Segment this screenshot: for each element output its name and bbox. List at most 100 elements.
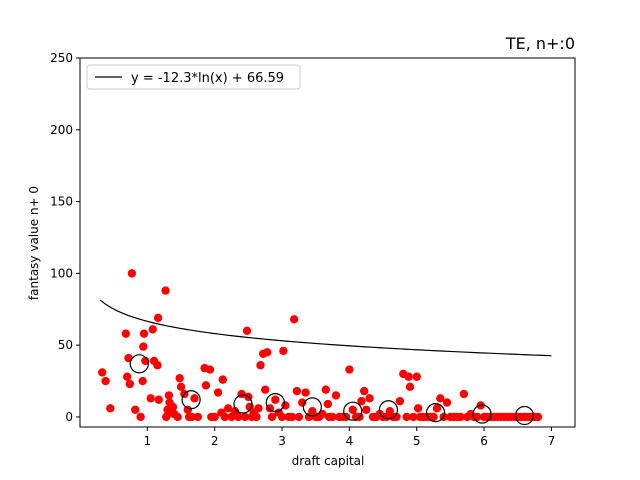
data-point: [125, 379, 135, 389]
data-point: [210, 412, 219, 422]
data-point: [277, 412, 287, 422]
data-point: [106, 404, 115, 413]
data-point: [139, 342, 148, 351]
data-point: [279, 346, 288, 356]
data-point: [402, 412, 411, 422]
y-tick-label: 150: [50, 195, 73, 209]
bin-mean-marker: [378, 400, 399, 420]
x-tick-label: 5: [413, 434, 421, 448]
x-axis-label: draft capital: [292, 454, 365, 468]
y-tick-label: 100: [50, 266, 73, 280]
data-point: [161, 286, 170, 295]
data-point: [442, 398, 452, 407]
legend-label: y = -12.3*ln(x) + 66.59: [131, 71, 284, 86]
data-point: [218, 375, 227, 384]
data-point: [138, 376, 147, 386]
data-point: [301, 388, 310, 397]
data-point: [360, 386, 369, 396]
data-point: [139, 329, 149, 338]
data-point: [294, 412, 304, 422]
data-point: [136, 412, 145, 422]
x-tick-label: 6: [480, 434, 488, 448]
data-point: [252, 412, 261, 422]
data-point: [256, 361, 265, 370]
bin-mean-marker: [265, 392, 285, 413]
data-point: [292, 386, 302, 396]
fit-line: [99, 299, 552, 357]
data-point: [321, 385, 331, 394]
data-point: [146, 394, 155, 403]
data-point: [164, 391, 174, 400]
chart-title: TE, n+:0: [505, 34, 575, 53]
data-point: [187, 412, 196, 422]
data-point: [242, 326, 252, 336]
data-point: [365, 394, 374, 403]
data-point: [168, 402, 178, 412]
data-point: [175, 373, 184, 383]
data-point: [183, 405, 192, 414]
data-point: [298, 398, 307, 407]
x-tick-label: 4: [346, 434, 354, 448]
data-point: [267, 412, 277, 422]
data-point: [533, 412, 543, 422]
data-point: [436, 394, 445, 403]
data-point: [153, 361, 162, 370]
data-point: [459, 389, 469, 399]
data-point: [131, 405, 140, 414]
data-point: [287, 412, 297, 422]
bin-mean-marker: [472, 404, 492, 424]
data-point: [263, 348, 272, 357]
bin-mean-marker: [514, 405, 535, 426]
data-point: [429, 412, 438, 422]
data-point: [261, 385, 270, 394]
data-point: [413, 404, 423, 413]
data-point: [331, 391, 341, 400]
data-point: [405, 382, 415, 391]
y-tick-label: 200: [50, 123, 73, 137]
data-point: [173, 412, 182, 422]
data-point: [404, 372, 413, 381]
legend-box: [86, 64, 301, 90]
data-point: [101, 376, 110, 386]
data-point: [223, 404, 233, 413]
data-point: [409, 412, 418, 422]
bin-mean-marker: [425, 403, 446, 423]
data-point: [122, 372, 132, 381]
data-point: [412, 372, 421, 381]
data-point: [124, 353, 133, 363]
data-point: [176, 382, 186, 391]
data-point: [148, 325, 157, 334]
data-point: [190, 394, 199, 403]
x-tick-label: 1: [144, 434, 152, 448]
data-point: [154, 395, 163, 404]
bin-mean-marker: [233, 394, 253, 414]
data-point: [213, 388, 223, 397]
data-point: [205, 365, 215, 374]
y-tick-label: 250: [50, 51, 73, 65]
plot-area: [98, 269, 552, 426]
x-tick-label: 7: [548, 434, 556, 448]
data-point: [220, 412, 229, 422]
data-point: [271, 395, 280, 404]
data-point: [456, 412, 465, 422]
y-axis-label: fantasy value n+ 0: [27, 186, 41, 300]
data-point: [345, 365, 354, 374]
x-tick-label: 3: [278, 434, 286, 448]
data-point: [395, 396, 405, 406]
data-point: [193, 412, 203, 422]
data-point: [153, 313, 163, 323]
data-point: [201, 381, 211, 390]
bin-mean-marker: [181, 390, 201, 410]
bin-mean-marker: [129, 354, 149, 374]
bin-mean-marker: [343, 401, 363, 421]
data-point: [432, 404, 442, 413]
axes: 1 2 3 4 5 6 7 0 50 100 150 200 250: [50, 51, 576, 448]
data-point: [348, 405, 357, 414]
data-point: [254, 404, 263, 413]
data-point: [392, 412, 401, 422]
data-point: [121, 329, 130, 338]
data-point: [289, 315, 299, 324]
y-tick-label: 50: [58, 338, 73, 352]
data-point: [240, 412, 250, 422]
